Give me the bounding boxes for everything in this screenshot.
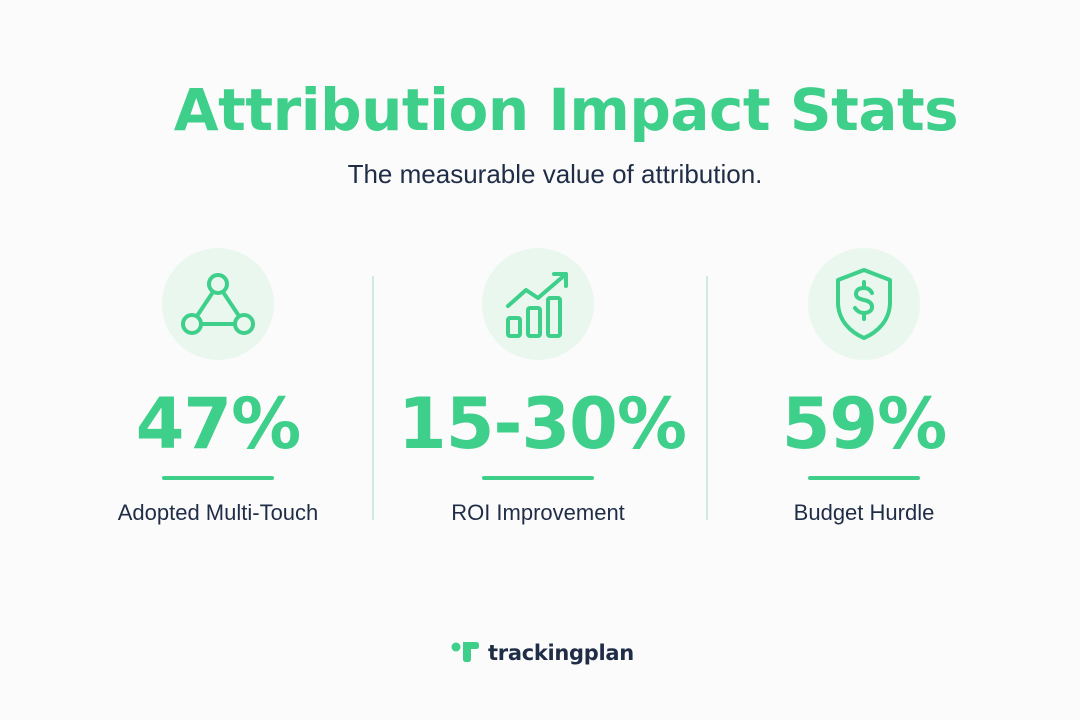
brand-name: trackingplan — [488, 641, 634, 665]
shield-dollar-icon — [808, 248, 920, 360]
stat-label: Budget Hurdle — [793, 500, 935, 525]
column-divider — [706, 276, 708, 520]
page-subtitle: The measurable value of attribution. — [347, 159, 763, 189]
stat-card-adopted-multi-touch: 47% Adopted Multi-Touch — [78, 248, 358, 538]
stat-underline — [162, 476, 274, 480]
stat-underline — [808, 476, 920, 480]
stat-label: ROI Improvement — [451, 500, 625, 525]
page-title: Attribution Impact Stats — [173, 76, 959, 144]
stat-label: Adopted Multi-Touch — [117, 500, 319, 525]
stat-value: 59% — [781, 383, 948, 465]
stat-value: 47% — [135, 383, 302, 465]
stat-underline — [482, 476, 594, 480]
stat-card-roi-improvement: 15-30% ROI Improvement — [398, 248, 687, 538]
network-triangle-icon — [162, 248, 274, 360]
growth-chart-icon — [482, 248, 594, 360]
stat-card-budget-hurdle: 59% Budget Hurdle — [724, 248, 1004, 538]
brand-footer: trackingplan — [0, 638, 1080, 668]
column-divider — [372, 276, 374, 520]
stat-value: 15-30% — [398, 383, 687, 465]
trackingplan-logo-icon — [450, 638, 480, 668]
